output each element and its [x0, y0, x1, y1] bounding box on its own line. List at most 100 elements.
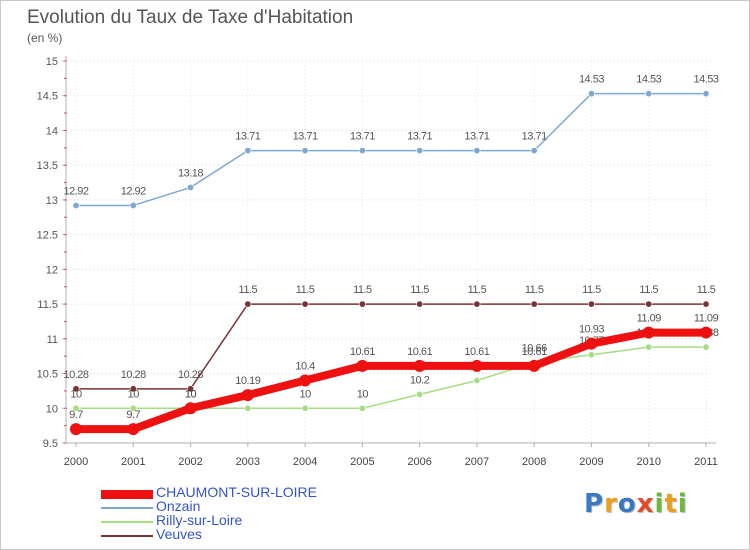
data-point — [702, 300, 710, 308]
y-tick-label: 9.5 — [43, 438, 58, 450]
data-point — [473, 147, 481, 155]
data-label: 10 — [185, 388, 197, 400]
x-tick-label: 2007 — [465, 456, 489, 468]
data-point — [129, 201, 137, 209]
data-label: 9.7 — [126, 409, 140, 421]
data-label: 10 — [357, 388, 369, 400]
series-line — [75, 346, 707, 410]
legend-item: CHAUMONT-SUR-LOIRE — [101, 484, 401, 502]
data-label: 14.53 — [636, 74, 661, 86]
logo-letter: x — [636, 489, 655, 519]
x-tick-label: 2000 — [64, 456, 88, 468]
data-label: 12.92 — [121, 185, 146, 197]
chart-title: Evolution du Taux de Taxe d'Habitation — [27, 7, 354, 28]
x-tick-label: 2002 — [178, 456, 202, 468]
data-point — [530, 147, 538, 155]
data-point — [301, 147, 309, 155]
data-point — [127, 423, 140, 436]
legend-swatch — [101, 535, 153, 537]
data-point — [301, 404, 309, 412]
data-point — [528, 359, 541, 372]
data-label: 11.5 — [410, 284, 429, 296]
data-point — [587, 300, 595, 308]
data-label: 11.5 — [353, 284, 372, 296]
data-point — [700, 326, 712, 339]
data-label: 11.5 — [582, 284, 601, 296]
data-label: 11.5 — [525, 284, 544, 296]
legend-label: CHAUMONT-SUR-LOIRE — [156, 484, 318, 500]
data-label: 14.53 — [693, 74, 718, 86]
data-label: 11.09 — [694, 313, 719, 325]
data-point — [416, 390, 424, 398]
data-point — [358, 300, 366, 308]
data-label: 10.19 — [235, 375, 260, 387]
data-point — [473, 376, 481, 384]
data-point — [241, 389, 254, 402]
data-point — [358, 147, 366, 155]
data-label: 9.7 — [69, 409, 83, 421]
data-label: 10 — [70, 388, 82, 400]
legend-swatch — [101, 521, 153, 523]
data-label: 13.71 — [293, 131, 318, 143]
legend-label: Rilly-sur-Loire — [156, 512, 243, 528]
x-tick-label: 2009 — [579, 456, 603, 468]
data-point — [129, 404, 137, 412]
data-label: 10.61 — [522, 346, 547, 358]
data-label: 10.93 — [579, 324, 604, 336]
data-point — [645, 300, 653, 308]
series-onzain: 12.92 12.92 13.18 13.71 13.71 13.71 13.71 13.71… — [63, 74, 719, 209]
data-label: 11.5 — [296, 284, 315, 296]
data-label: 11.5 — [239, 284, 258, 296]
logo-letter: t — [664, 489, 678, 519]
y-tick-label: 12.5 — [37, 230, 58, 242]
data-label: 11.5 — [468, 284, 487, 296]
data-label: 10 — [299, 388, 311, 400]
data-label: 13.71 — [407, 131, 432, 143]
data-label: 10.28 — [121, 369, 146, 381]
data-label: 10 — [185, 388, 197, 400]
y-tick-label: 15 — [46, 56, 58, 68]
y-tick-label: 13 — [46, 195, 58, 207]
series-line — [72, 328, 710, 434]
data-label: 10.28 — [63, 369, 88, 381]
data-point — [299, 374, 312, 387]
data-label: 13.71 — [350, 131, 375, 143]
legend-item: Onzain — [101, 498, 401, 516]
data-point — [587, 351, 595, 359]
x-tick-label: 2010 — [636, 456, 660, 468]
data-point — [358, 404, 366, 412]
data-point — [72, 201, 80, 209]
data-label: 10.61 — [407, 346, 432, 358]
data-label: 10 — [128, 388, 140, 400]
data-point — [587, 90, 595, 98]
data-point — [645, 90, 653, 98]
data-label: 12.92 — [63, 185, 88, 197]
x-tick-label: 2003 — [236, 456, 260, 468]
y-tick-label: 11.5 — [37, 299, 58, 311]
legend-label: Onzain — [156, 498, 201, 514]
data-point — [702, 343, 710, 351]
y-tick-label: 13.5 — [37, 160, 58, 172]
legend-swatch — [101, 489, 153, 499]
x-tick-label: 2004 — [293, 456, 317, 468]
y-tick-label: 11 — [47, 334, 58, 346]
data-point — [244, 147, 252, 155]
data-label: 10.66 — [522, 342, 547, 354]
y-tick-label: 12 — [46, 264, 58, 276]
y-tick-label: 10.5 — [37, 369, 58, 381]
data-label: 10.61 — [464, 346, 489, 358]
data-label: 11.5 — [697, 284, 716, 296]
data-label: 10.28 — [178, 369, 203, 381]
x-tick-label: 2011 — [694, 456, 718, 468]
x-tick-label: 2005 — [350, 456, 374, 468]
legend-swatch — [101, 507, 153, 509]
legend-label: Veuves — [156, 526, 202, 542]
series-line — [75, 303, 707, 390]
data-point — [244, 300, 252, 308]
x-tick-label: 2001 — [121, 456, 145, 468]
data-point — [413, 359, 426, 372]
data-label: 13.71 — [464, 131, 489, 143]
y-tick-label: 10 — [46, 403, 58, 415]
data-point — [416, 300, 424, 308]
